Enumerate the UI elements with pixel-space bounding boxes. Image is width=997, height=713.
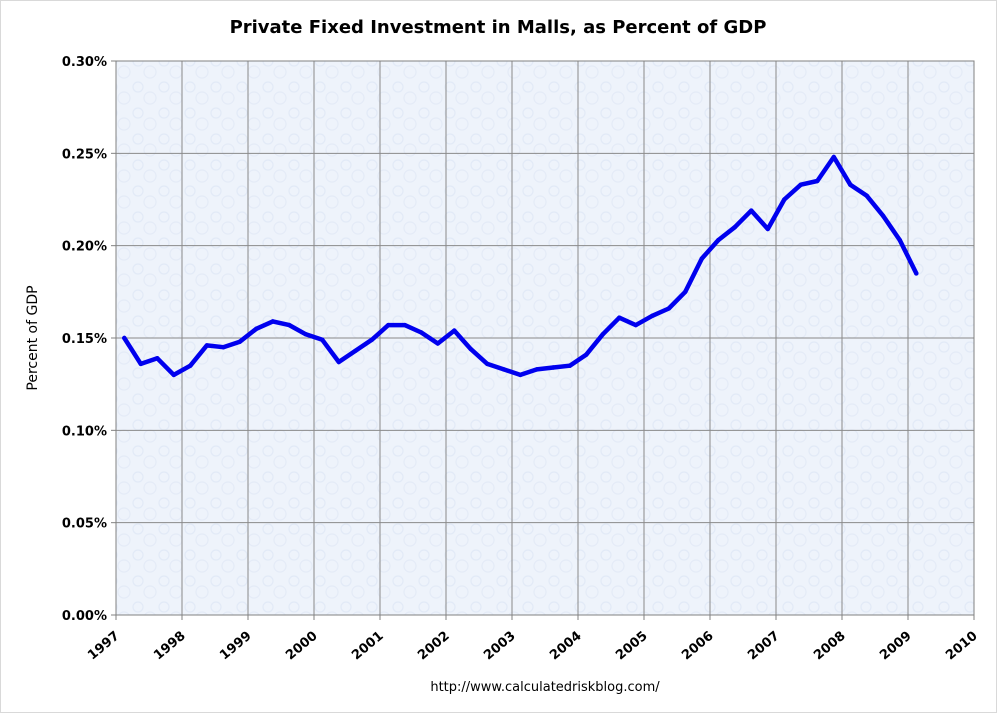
data-point <box>122 335 127 341</box>
x-tick-label: 2005 <box>613 629 650 664</box>
data-point <box>848 182 853 187</box>
chart-title: Private Fixed Investment in Malls, as Pe… <box>230 17 767 38</box>
x-tick-label: 2001 <box>349 629 386 664</box>
data-point <box>171 372 176 378</box>
x-tick-label: 1998 <box>151 629 188 664</box>
data-point <box>303 332 308 337</box>
data-point <box>468 346 473 352</box>
x-tick-label: 2007 <box>745 629 782 664</box>
x-tick-label: 2002 <box>415 629 452 664</box>
data-point <box>336 359 341 365</box>
x-tick-label: 2003 <box>481 629 518 664</box>
data-point <box>914 271 919 276</box>
data-point <box>386 322 391 328</box>
x-tick-label: 2004 <box>547 629 584 664</box>
x-axis-ticks: 1997 1998 1999 2000 2001 2002 2003 2004 2005 2006… <box>85 615 981 664</box>
x-tick-label: 2000 <box>283 629 320 664</box>
data-point <box>749 208 754 213</box>
data-point <box>650 313 655 318</box>
data-point <box>254 326 259 331</box>
data-point <box>765 226 770 232</box>
data-point <box>353 348 358 354</box>
y-axis-label: Percent of GDP <box>25 285 41 390</box>
data-point <box>320 337 325 342</box>
data-point <box>287 322 292 328</box>
y-tick-label: 0.15% <box>62 332 107 347</box>
data-point <box>435 341 440 346</box>
data-point <box>798 182 803 187</box>
x-tick-label: 2010 <box>943 629 980 664</box>
source-label[interactable]: http://www.calculatedriskblog.com/ <box>430 680 660 695</box>
data-point <box>881 213 886 219</box>
x-tick-label: 1997 <box>85 629 122 664</box>
data-point <box>270 319 275 324</box>
data-point <box>518 372 523 378</box>
series-layer <box>122 154 919 378</box>
x-tick-label: 2009 <box>877 629 914 664</box>
data-point <box>831 154 836 160</box>
y-tick-label: 0.00% <box>62 609 107 624</box>
data-point <box>204 343 209 348</box>
data-point <box>155 356 160 361</box>
data-point <box>617 315 622 320</box>
data-point <box>237 339 242 344</box>
data-point <box>584 352 589 357</box>
y-tick-label: 0.05% <box>62 517 107 532</box>
data-point <box>815 178 820 184</box>
y-tick-label: 0.10% <box>62 424 107 439</box>
x-tick-label: 2006 <box>679 629 716 664</box>
y-tick-label: 0.30% <box>62 55 107 70</box>
data-point <box>534 367 539 372</box>
data-point <box>782 197 787 202</box>
data-point <box>485 361 490 367</box>
data-point <box>666 306 671 311</box>
data-point <box>633 322 638 328</box>
data-point <box>897 237 902 243</box>
y-tick-label: 0.25% <box>62 147 107 162</box>
data-point <box>138 361 143 367</box>
y-tick-label: 0.20% <box>62 240 107 255</box>
data-point <box>501 367 506 372</box>
data-point <box>188 363 193 368</box>
data-point <box>600 332 605 337</box>
data-point <box>864 193 869 198</box>
data-point <box>732 225 737 230</box>
data-point <box>699 256 704 261</box>
x-tick-label: 1999 <box>217 629 254 664</box>
data-point <box>716 237 721 243</box>
y-axis-ticks: 0.00% 0.05% 0.10% 0.15% 0.20% 0.25% 0.30% <box>62 55 116 624</box>
data-point <box>369 337 374 342</box>
data-point <box>551 365 556 370</box>
data-point <box>683 289 688 294</box>
x-tick-label: 2008 <box>811 629 848 664</box>
data-point <box>567 363 572 368</box>
data-point <box>402 322 407 328</box>
data-point <box>419 330 424 335</box>
data-point <box>452 328 457 333</box>
data-point <box>221 345 226 350</box>
